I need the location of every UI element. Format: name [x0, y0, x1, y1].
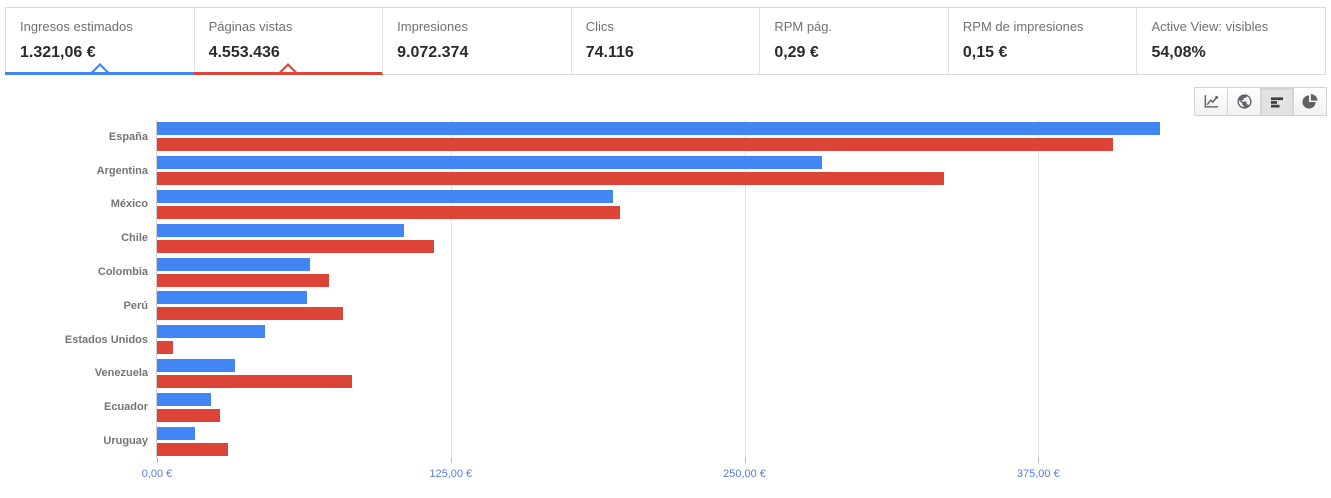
metric-value: 1.321,06 €: [20, 44, 96, 61]
pie-chart-icon: [1302, 93, 1318, 110]
bar-group-1: [157, 154, 1325, 188]
geo-map-button[interactable]: [1227, 87, 1261, 116]
category-label: Venezuela: [94, 367, 148, 380]
metric-card-5[interactable]: RPM de impresiones 0,15 €: [947, 8, 1137, 74]
bar-group-9: [157, 424, 1325, 458]
metric-label: RPM de impresiones: [962, 19, 1084, 34]
category-label: México: [110, 198, 148, 211]
bar-paginas-vistas[interactable]: [157, 138, 1114, 152]
category-label: Estados Unidos: [64, 333, 148, 346]
chart-plot-area: 0,00 € 125,00 € 250,00 € 375,00 €: [142, 120, 1325, 480]
bar-ingresos[interactable]: [157, 325, 266, 339]
bar-paginas-vistas[interactable]: [157, 307, 343, 321]
chart-category-labels: España Argentina México Chile Colombia Perú Es…: [0, 120, 148, 458]
category-label: Argentina: [96, 164, 148, 177]
bar-chart-button[interactable]: [1260, 87, 1294, 116]
bar-group-7: [157, 357, 1325, 391]
category-label: Chile: [121, 232, 148, 245]
axis-tick: [1038, 458, 1040, 463]
bar-ingresos[interactable]: [157, 189, 613, 203]
x-axis-label: 0,00 €: [141, 468, 173, 480]
axis-tick: [744, 458, 746, 463]
bar-paginas-vistas[interactable]: [157, 374, 353, 388]
bar-group-0: [157, 120, 1325, 154]
metric-card-4[interactable]: RPM pág. 0,29 €: [759, 8, 948, 74]
axis-tick: [157, 458, 158, 463]
metric-label: Ingresos estimados: [20, 19, 133, 34]
bar-ingresos[interactable]: [157, 156, 823, 170]
bar-paginas-vistas[interactable]: [157, 442, 228, 456]
metric-card-6[interactable]: Active View: visibles 54,08%: [1136, 8, 1325, 74]
bar-group-3: [157, 221, 1325, 255]
bar-ingresos[interactable]: [157, 223, 404, 237]
category-label: Uruguay: [103, 435, 148, 448]
bar-paginas-vistas[interactable]: [157, 273, 329, 287]
x-axis-label: 375,00 €: [1016, 468, 1060, 480]
pie-chart-button[interactable]: [1293, 87, 1327, 116]
metric-label: Clics: [585, 19, 614, 34]
x-axis-label: 125,00 €: [429, 468, 473, 480]
metric-value: 0,15 €: [962, 44, 1008, 61]
metric-card-0[interactable]: Ingresos estimados 1.321,06 €: [5, 8, 195, 75]
summary-cards: Ingresos estimados 1.321,06 € Páginas vist…: [5, 7, 1326, 75]
bar-ingresos[interactable]: [157, 358, 235, 372]
bar-ingresos[interactable]: [157, 291, 308, 305]
metric-label: RPM pág.: [774, 19, 833, 34]
country-bar-chart: España Argentina México Chile Colombia Perú Es…: [0, 120, 1331, 480]
category-label: Colombia: [97, 266, 148, 279]
line-chart-button[interactable]: [1194, 87, 1228, 116]
gridline: [450, 120, 452, 458]
bar-group-6: [157, 323, 1325, 357]
category-label: Ecuador: [103, 401, 148, 414]
metric-value: 54,08%: [1151, 44, 1206, 61]
bar-ingresos[interactable]: [157, 257, 310, 271]
bar-paginas-vistas[interactable]: [157, 341, 174, 355]
underline-caret-inner: [282, 66, 295, 72]
bar-group-2: [157, 188, 1325, 222]
metric-value: 4.553.436: [208, 44, 280, 61]
bar-paginas-vistas[interactable]: [157, 408, 221, 422]
x-axis-label: 250,00 €: [723, 468, 766, 480]
gridline: [1038, 120, 1040, 458]
bar-paginas-vistas[interactable]: [157, 205, 620, 219]
metric-label: Active View: visibles: [1151, 19, 1269, 34]
axis-tick: [450, 458, 452, 463]
bar-paginas-vistas[interactable]: [157, 239, 435, 253]
metric-card-3[interactable]: Clics 74.116: [570, 8, 760, 74]
metric-card-1[interactable]: Páginas vistas 4.553.436: [193, 8, 384, 75]
category-label: España: [108, 130, 148, 143]
underline-caret-inner: [93, 66, 106, 72]
chart-type-toolbar: [1194, 87, 1327, 116]
metric-label: Páginas vistas: [208, 19, 293, 34]
selected-metric-underline: [5, 72, 195, 75]
category-label: Perú: [123, 299, 148, 312]
geo-map-icon: [1236, 93, 1253, 110]
line-chart-icon: [1203, 93, 1220, 110]
bar-ingresos[interactable]: [157, 122, 1161, 136]
bar-paginas-vistas[interactable]: [157, 172, 945, 186]
metric-value: 9.072.374: [397, 44, 469, 61]
metric-value: 0,29 €: [774, 44, 819, 61]
bar-ingresos[interactable]: [157, 392, 212, 406]
metric-label: Impresiones: [397, 19, 468, 34]
bar-group-4: [157, 255, 1325, 289]
gridline: [744, 120, 746, 458]
bar-group-8: [157, 390, 1325, 424]
bar-chart-icon: [1269, 94, 1285, 110]
bar-ingresos[interactable]: [157, 426, 195, 440]
bar-group-5: [157, 289, 1325, 323]
metric-card-2[interactable]: Impresiones 9.072.374: [382, 8, 571, 74]
metric-value: 74.116: [585, 44, 634, 61]
selected-metric-underline: [193, 72, 384, 75]
